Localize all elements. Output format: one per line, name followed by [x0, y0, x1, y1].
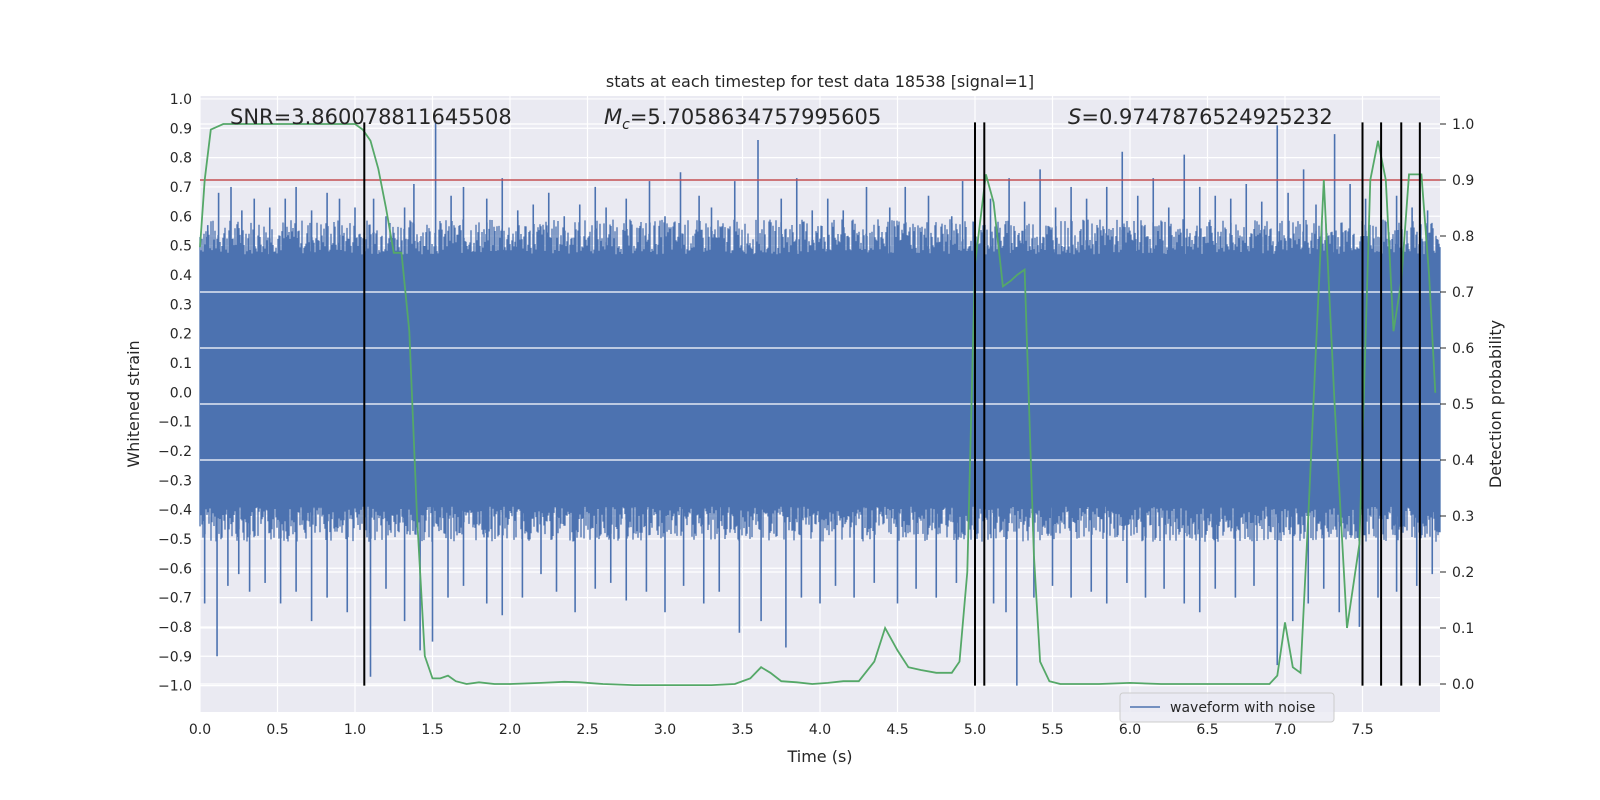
y2-tick-label: 0.3: [1452, 509, 1474, 525]
x-tick-label: 3.5: [731, 722, 753, 738]
chirp-mass-value: =5.7058634757995605: [630, 105, 881, 129]
y-tick-label: 0.9: [170, 121, 192, 137]
y-tick-label: −0.5: [158, 532, 192, 548]
y-tick-label: 0.1: [170, 356, 192, 372]
y-tick-label: −0.1: [158, 415, 192, 431]
x-tick-label: 2.5: [576, 722, 598, 738]
x-tick-label: 7.0: [1274, 722, 1296, 738]
x-tick-label: 6.5: [1196, 722, 1218, 738]
x-tick-label: 5.0: [964, 722, 986, 738]
y-tick-label: −0.7: [158, 591, 192, 607]
y2-tick-label: 0.0: [1452, 677, 1474, 693]
x-tick-label: 1.5: [421, 722, 443, 738]
y-axis-label: Whitened strain: [124, 340, 143, 467]
y2-tick-label: 0.6: [1452, 341, 1474, 357]
y2-axis-ticks: 0.0 0.1 0.2 0.3 0.4 0.5 0.6 0.7 0.8 0.9 1.0: [1440, 117, 1474, 693]
x-tick-label: 7.5: [1351, 722, 1373, 738]
y-tick-label: 0.6: [170, 209, 192, 225]
x-tick-label: 2.0: [499, 722, 521, 738]
y-tick-label: 0.3: [170, 297, 192, 313]
y-axis-ticks: −1.0 −0.9 −0.8 −0.7 −0.6 −0.5 −0.4 −0.3 −0.2 −0.1…: [158, 92, 192, 695]
y-tick-label: −0.6: [158, 561, 192, 577]
y-tick-label: −0.2: [158, 444, 192, 460]
snr-annotation: SNR=3.860078811645508: [230, 105, 512, 129]
y-tick-label: −0.9: [158, 649, 192, 665]
x-tick-label: 6.0: [1119, 722, 1141, 738]
x-tick-label: 3.0: [654, 722, 676, 738]
x-axis-label: Time (s): [786, 747, 852, 766]
chirp-mass-symbol: M: [604, 105, 622, 129]
y2-tick-label: 0.2: [1452, 565, 1474, 581]
y-tick-label: 0.0: [170, 385, 192, 401]
y2-tick-label: 0.5: [1452, 397, 1474, 413]
y2-tick-label: 0.4: [1452, 453, 1474, 469]
y-tick-label: 0.7: [170, 180, 192, 196]
x-tick-label: 1.0: [344, 722, 366, 738]
legend-entry-waveform: waveform with noise: [1170, 700, 1315, 716]
x-tick-label: 4.0: [809, 722, 831, 738]
y-tick-label: 0.5: [170, 239, 192, 255]
s-value: =0.9747876524925232: [1081, 105, 1332, 129]
chirp-mass-subscript: c: [622, 117, 630, 133]
event-markers: [363, 122, 1421, 686]
s-annotation: S=0.9747876524925232: [1068, 105, 1333, 129]
y-tick-label: −0.3: [158, 473, 192, 489]
x-tick-label: 4.5: [886, 722, 908, 738]
detection-probability-series: [199, 123, 1437, 686]
x-axis-ticks: 0.0 0.5 1.0 1.5 2.0 2.5 3.0 3.5 4.0 4.5 5.0 5.5 6.0 6…: [189, 722, 1374, 738]
y-tick-label: −0.8: [158, 620, 192, 636]
y-tick-label: 0.4: [170, 268, 192, 284]
x-tick-label: 5.5: [1041, 722, 1063, 738]
y-tick-label: 0.2: [170, 327, 192, 343]
y-tick-label: −0.4: [158, 503, 192, 519]
y2-axis-label: Detection probability: [1486, 320, 1505, 488]
x-tick-label: 0.0: [189, 722, 211, 738]
y2-tick-label: 0.7: [1452, 285, 1474, 301]
y-tick-label: −1.0: [158, 679, 192, 695]
y-tick-label: 1.0: [170, 92, 192, 108]
y2-tick-label: 0.1: [1452, 621, 1474, 637]
y-tick-label: 0.8: [170, 151, 192, 167]
waveform-series: [199, 122, 1441, 686]
y2-tick-label: 1.0: [1452, 117, 1474, 133]
legend-box: [1119, 692, 1335, 723]
legend: waveform with noise: [1119, 692, 1335, 723]
y2-tick-label: 0.8: [1452, 229, 1474, 245]
x-tick-label: 0.5: [266, 722, 288, 738]
chart-title: stats at each timestep for test data 185…: [606, 72, 1034, 91]
y2-tick-label: 0.9: [1452, 173, 1474, 189]
detection-probability-line: [199, 123, 1437, 686]
chirp-mass-annotation: Mc=5.7058634757995605: [604, 105, 881, 133]
waveform-core: [200, 298, 1440, 504]
s-symbol: S: [1068, 105, 1081, 129]
